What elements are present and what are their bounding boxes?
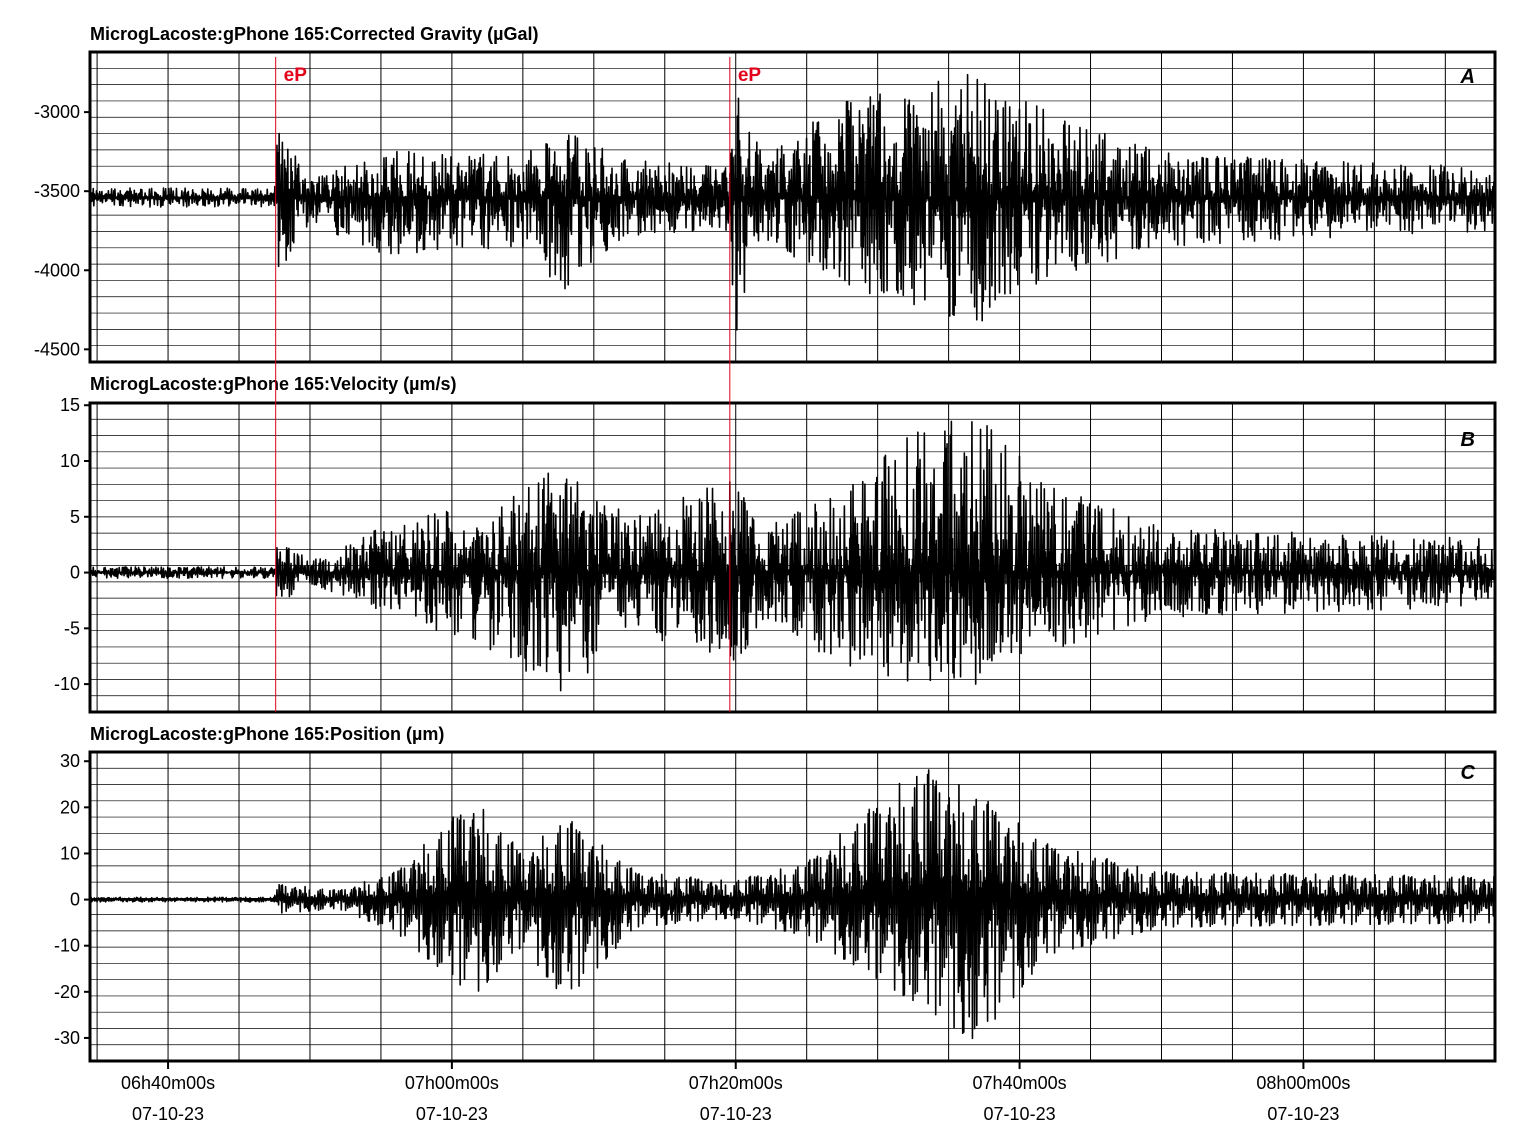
panel-c: MicrogLacoste:gPhone 165:Position (µm) 3… (54, 724, 1497, 1063)
y-tick-label: -4500 (34, 339, 80, 359)
panel-a-letter: A (1460, 66, 1475, 88)
panel-b-yticks: 15 10 5 0 -5 -10 (54, 395, 90, 694)
x-tick-time-label: 07h40m00s (973, 1073, 1067, 1093)
y-tick-label: -4000 (34, 260, 80, 280)
panel-c-title: MicrogLacoste:gPhone 165:Position (µm) (90, 724, 444, 744)
panel-b-frame (88, 401, 1497, 714)
panel-b-title: MicrogLacoste:gPhone 165:Velocity (µm/s) (90, 374, 456, 394)
panel-a-yticks: -3000 -3500 -4000 -4500 (34, 102, 90, 359)
panel-c-frame (88, 750, 1497, 1063)
panel-c-trace (89, 769, 1496, 1040)
x-tick-time-label: 07h20m00s (689, 1073, 783, 1093)
y-tick-label: -3500 (34, 181, 80, 201)
panel-b: MicrogLacoste:gPhone 165:Velocity (µm/s)… (54, 374, 1497, 714)
panel-a-trace (89, 73, 1496, 331)
event-markers: eP eP (275, 57, 762, 712)
panel-b-trace (89, 420, 1496, 692)
y-tick-label: 5 (70, 507, 80, 527)
y-tick-label: 0 (70, 563, 80, 583)
x-tick-time-label: 07h00m00s (405, 1073, 499, 1093)
panel-a-frame (88, 50, 1497, 364)
x-tick-time-label: 08h00m00s (1256, 1073, 1350, 1093)
y-tick-label: -20 (54, 982, 80, 1002)
y-tick-label: -10 (54, 674, 80, 694)
x-tick-date-label: 07-10-23 (700, 1104, 772, 1124)
x-tick-time-label: 06h40m00s (121, 1073, 215, 1093)
y-tick-label: 15 (60, 395, 80, 415)
panel-a-title: MicrogLacoste:gPhone 165:Corrected Gravi… (90, 24, 538, 44)
y-tick-label: -30 (54, 1028, 80, 1048)
seismic-trace (89, 769, 1496, 1040)
seismic-trace (89, 73, 1496, 331)
seismic-trace (89, 420, 1496, 692)
y-tick-label: -5 (64, 618, 80, 638)
y-tick-label: -3000 (34, 102, 80, 122)
y-tick-label: 10 (60, 451, 80, 471)
x-tick-date-label: 07-10-23 (416, 1104, 488, 1124)
ep-marker-label-1: eP (284, 65, 308, 86)
x-tick-date-label: 07-10-23 (132, 1104, 204, 1124)
y-tick-label: 20 (60, 797, 80, 817)
y-tick-label: 0 (70, 890, 80, 910)
x-tick-date-label: 07-10-23 (1267, 1104, 1339, 1124)
x-tick-date-label: 07-10-23 (984, 1104, 1056, 1124)
y-tick-label: 30 (60, 751, 80, 771)
panel-b-letter: B (1461, 429, 1475, 451)
ep-marker-label-2: eP (738, 65, 762, 86)
y-tick-label: 10 (60, 843, 80, 863)
x-axis: 06h40m00s 07-10-23 07h00m00s 07-10-23 07… (121, 1061, 1350, 1124)
panel-c-yticks: 30 20 10 0 -10 -20 -30 (54, 751, 90, 1048)
y-tick-label: -10 (54, 936, 80, 956)
panel-c-letter: C (1461, 762, 1476, 784)
panel-a: MicrogLacoste:gPhone 165:Corrected Gravi… (34, 24, 1497, 364)
